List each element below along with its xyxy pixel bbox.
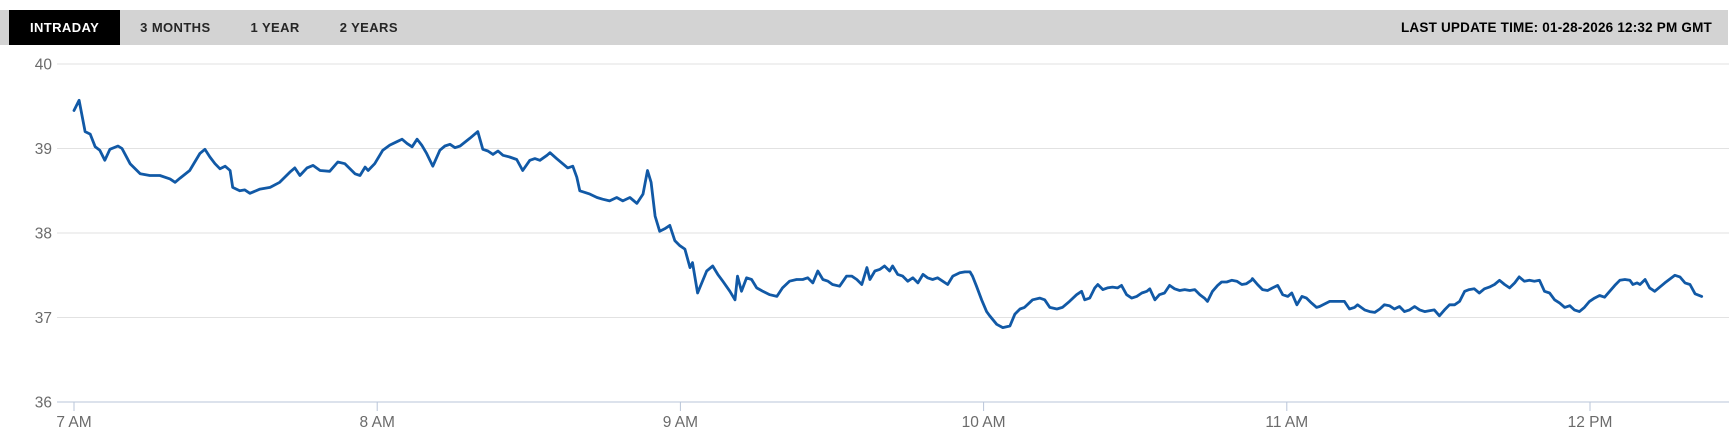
x-tick-label: 8 AM — [360, 414, 395, 431]
tab-2-years[interactable]: 2 YEARS — [339, 20, 398, 35]
price-line-series — [72, 98, 1704, 330]
tab-3-months[interactable]: 3 MONTHS — [140, 20, 211, 35]
range-tab-bar: INTRADAY 3 MONTHS 1 YEAR 2 YEARS LAST UP… — [0, 10, 1728, 45]
tab-1-year[interactable]: 1 YEAR — [250, 20, 300, 35]
tab-intraday[interactable]: INTRADAY — [9, 10, 121, 45]
x-tick-label: 9 AM — [663, 414, 698, 431]
y-tick-label: 39 — [35, 141, 52, 158]
last-update-time-label: LAST UPDATE TIME: 01-28-2026 12:32 PM GM… — [1400, 20, 1712, 35]
y-tick-label: 38 — [35, 226, 52, 243]
x-tick-label: 7 AM — [56, 414, 91, 431]
y-tick-label: 37 — [35, 310, 52, 327]
x-tick-label: 12 PM — [1568, 414, 1613, 431]
x-tick-label: 11 AM — [1265, 414, 1308, 431]
y-tick-label: 36 — [35, 395, 52, 412]
y-tick-label: 40 — [35, 57, 53, 74]
x-tick-label: 10 AM — [962, 414, 1006, 431]
